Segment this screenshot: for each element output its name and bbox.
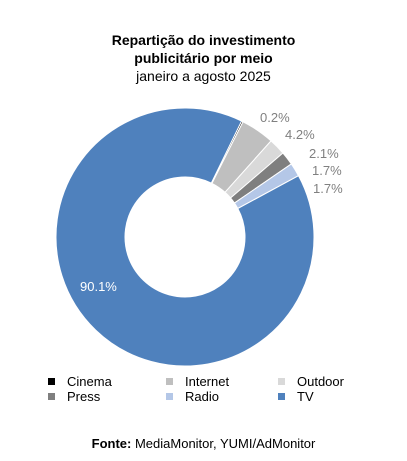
- chart-title-block: Repartição do investimento publicitário …: [0, 31, 407, 85]
- chart-data-labels: 0.2% 4.2% 2.1% 1.7% 1.7% 90.1%: [80, 110, 343, 294]
- legend-label-tv: TV: [297, 389, 314, 404]
- source-note: Fonte: MediaMonitor, YUMI/AdMonitor: [0, 436, 407, 451]
- data-label-internet: 4.2%: [285, 127, 315, 142]
- chart-slices: [55, 107, 315, 367]
- legend-label-press: Press: [67, 389, 101, 404]
- legend-item-internet: Internet: [166, 374, 278, 389]
- legend-item-outdoor: Outdoor: [278, 374, 378, 389]
- legend-item-radio: Radio: [166, 389, 278, 404]
- legend-item-tv: TV: [278, 389, 378, 404]
- legend-label-outdoor: Outdoor: [297, 374, 344, 389]
- source-label: Fonte:: [91, 436, 132, 451]
- legend-swatch-radio: [166, 393, 173, 400]
- legend-swatch-outdoor: [278, 378, 285, 385]
- legend-item-cinema: Cinema: [48, 374, 166, 389]
- legend-swatch-internet: [166, 378, 173, 385]
- chart-title-line-1: Repartição do investimento: [111, 32, 296, 48]
- legend-swatch-tv: [278, 393, 285, 400]
- chart-legend: Cinema Internet Outdoor Press Radio TV: [48, 374, 378, 404]
- data-label-outdoor: 2.1%: [309, 146, 339, 161]
- chart-title-line-2: publicitário por meio: [134, 50, 273, 66]
- legend-label-cinema: Cinema: [67, 374, 112, 389]
- legend-label-internet: Internet: [185, 374, 230, 389]
- data-label-tv: 90.1%: [80, 279, 117, 294]
- data-label-cinema: 0.2%: [260, 110, 290, 125]
- chart-subtitle: janeiro a agosto 2025: [136, 68, 271, 84]
- legend-item-press: Press: [48, 389, 166, 404]
- legend-label-radio: Radio: [185, 389, 219, 404]
- legend-swatch-press: [48, 393, 55, 400]
- source-text: MediaMonitor, YUMI/AdMonitor: [131, 436, 316, 451]
- slice-tv: [55, 107, 315, 367]
- legend-swatch-cinema: [48, 378, 55, 385]
- data-label-press: 1.7%: [312, 163, 342, 178]
- data-label-radio: 1.7%: [313, 181, 343, 196]
